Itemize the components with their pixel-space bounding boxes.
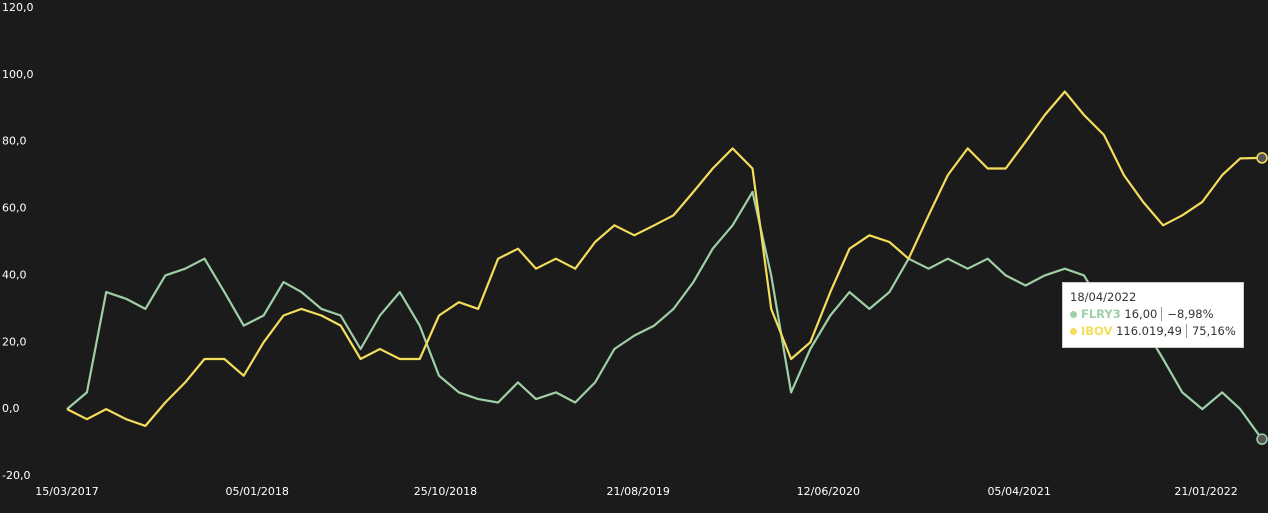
y-tick-label: 40,0 [2,268,27,281]
y-tick-label: 100,0 [2,68,34,81]
tooltip-change: 75,16% [1185,324,1236,338]
tooltip: 18/04/2022 FLRY3 16,00 −8,98% IBOV 116.01… [1062,282,1244,348]
y-tick-label: 120,0 [2,1,34,14]
end-marker [1256,433,1268,445]
series-line [66,190,1263,440]
y-tick-label: 0,0 [2,402,20,415]
tooltip-date: 18/04/2022 [1070,290,1137,304]
y-tick-label: 80,0 [2,135,27,148]
tooltip-name: FLRY3 [1081,307,1121,321]
y-tick-label: 60,0 [2,202,27,215]
tooltip-name: IBOV [1081,324,1113,338]
tooltip-value: 116.019,49 [1116,324,1182,338]
tooltip-value: 16,00 [1124,307,1158,321]
end-marker [1256,152,1268,164]
tooltip-dot [1070,311,1077,318]
tooltip-row: IBOV 116.019,49 75,16% [1070,323,1236,340]
y-tick-label: 20,0 [2,335,27,348]
x-tick-label: 12/06/2020 [797,485,860,498]
y-tick-label: -20,0 [2,469,30,482]
x-tick-label: 25/10/2018 [414,485,477,498]
tooltip-change: −8,98% [1161,307,1214,321]
x-tick-label: 21/01/2022 [1174,485,1237,498]
series-line [66,90,1263,427]
tooltip-dot [1070,328,1077,335]
tooltip-row: FLRY3 16,00 −8,98% [1070,306,1236,323]
x-tick-label: 21/08/2019 [606,485,669,498]
x-tick-label: 15/03/2017 [35,485,98,498]
x-tick-label: 05/04/2021 [987,485,1050,498]
x-tick-label: 05/01/2018 [225,485,288,498]
